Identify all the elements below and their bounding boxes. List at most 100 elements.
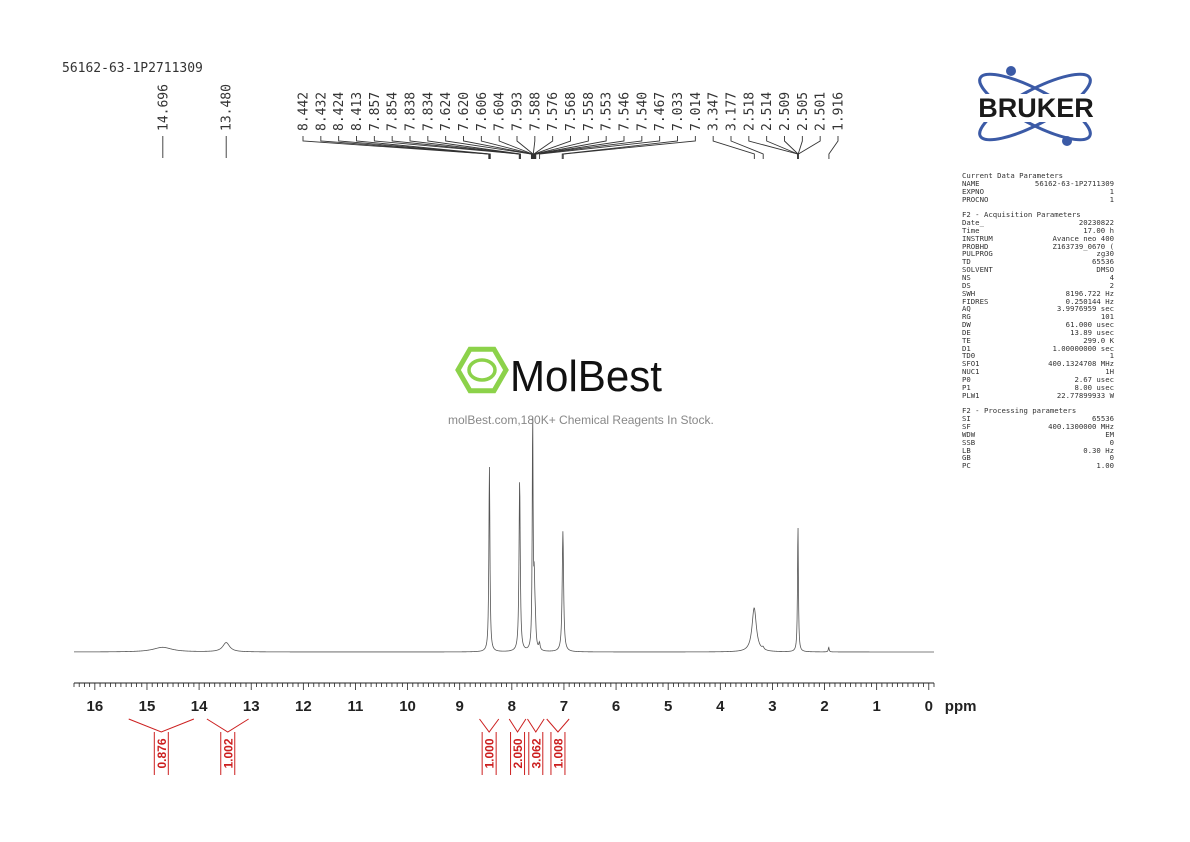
integral-value: 3.062 [529,738,543,768]
parameter-row: INSTRUM Avance neo 400 [962,233,1114,243]
parameter-row: PLW1 22.77899933 W [962,390,1114,400]
parameter-row: SFO1 400.1324708 MHz [962,359,1114,369]
parameter-row: PC 1.00 [962,461,1114,471]
integral-bracket [479,718,500,733]
peak-label: 7.834 [421,92,436,131]
x-axis-label: ppm [945,698,977,715]
peak-leader [748,136,798,159]
parameter-row: NAME 56162-63-1P2711309 [962,178,1114,188]
parameter-row: RG 101 [962,312,1114,322]
peak-labels: 14.696 13.480 8.442 8.432 8.424 8.413 7.857 7.8… [156,84,846,131]
peak-leader [338,136,491,159]
integral-value: 1.008 [551,738,565,768]
parameter-section-title: Current Data Parameters [962,171,1064,180]
peak-label: 7.604 [493,92,508,131]
tick-label: 11 [348,698,364,715]
peak-leader [784,136,799,159]
tick-label: 12 [295,698,312,715]
peak-label: 3.177 [725,92,740,131]
peak-label: 7.593 [511,92,526,131]
integral-bracket [128,718,195,733]
peak-label: 14.696 [156,84,171,131]
parameter-row: WDW EM [962,429,1114,439]
tick-label: 15 [139,698,156,715]
tick-label: 3 [768,698,776,715]
tick-label: 8 [508,698,516,715]
parameter-section-title: F2 - Processing parameters [962,406,1077,416]
tick-label: 9 [456,698,464,715]
peak-leader [535,136,643,159]
parameter-row: SSB 0 [962,437,1114,447]
peak-label: 8.432 [314,92,329,131]
tick-label: 14 [191,698,208,715]
parameter-row: PULPROG zg30 [962,249,1114,259]
parameter-row: DS 2 [962,280,1114,290]
parameter-row: DW 61.000 usec [962,320,1114,330]
integral-value: 0.876 [155,738,169,768]
peak-leader [730,136,764,159]
peak-label: 7.033 [671,92,686,131]
tick-label: 13 [243,698,260,715]
parameter-row: Time 17.00 h [962,225,1114,235]
integral-value: 1.000 [483,738,497,768]
parameter-row: SWH 8196.722 Hz [962,288,1114,298]
peak-leader [498,136,533,159]
peak-label: 2.501 [814,92,829,131]
tick-label: 10 [399,698,416,715]
peak-label: 7.540 [635,92,650,131]
peak-label: 8.413 [350,92,365,131]
integral-bracket [206,718,249,733]
integral-regions: 0.876 1.002 1.000 2.050 3.062 1.008 [128,718,570,775]
parameter-row: Date_ 20230822 [962,218,1114,228]
peak-label: 7.467 [653,92,668,131]
bruker-wordmark: BRUKER [978,93,1094,123]
peak-leader [533,136,554,159]
molbest-watermark: MolBest [455,346,662,401]
tick-label: 4 [716,698,725,715]
tick-label: 2 [820,698,828,715]
tick-label: 16 [87,698,104,715]
peak-label: 7.606 [475,92,490,131]
integral-bracket [527,718,545,733]
peak-leader-lines [162,136,839,159]
peak-label: 7.620 [457,92,472,131]
peak-leader [766,136,799,159]
peak-label: 7.854 [386,92,401,131]
parameter-row: PROCNO 1 [962,194,1114,204]
parameter-row: DE 13.89 usec [962,327,1114,337]
peak-label: 2.518 [742,92,757,131]
tick-label: 6 [612,698,620,715]
parameter-row: LB 0.30 Hz [962,445,1114,455]
spectrum-trace [74,418,934,653]
peak-label: 7.624 [439,92,454,131]
peak-label: 8.442 [297,92,312,131]
peak-label: 8.424 [332,92,347,131]
peak-label: 7.553 [600,92,615,131]
peak-leader [391,136,520,159]
integral-bracket [508,718,527,733]
parameter-row: PROBHD Z163739_0670 ( [962,241,1114,251]
parameter-row: SI 65536 [962,414,1114,424]
peak-leader [562,136,696,159]
parameter-row: D1 1.00000000 sec [962,343,1114,353]
parameter-row: NUC1 1H [962,367,1114,377]
peak-label: 7.576 [546,92,561,131]
parameter-row: FIDRES 0.250144 Hz [962,296,1114,306]
peak-label: 13.480 [220,84,235,131]
integral-bracket [546,718,570,733]
peak-label: 7.838 [404,92,419,131]
parameter-row: EXPNO 1 [962,186,1114,196]
peak-label: 7.014 [689,92,704,131]
integral-value: 1.002 [221,738,235,768]
parameter-row: SOLVENT DMSO [962,265,1114,275]
peak-leader [712,136,755,159]
peak-leader [356,136,491,159]
peak-label: 2.505 [796,92,811,131]
parameter-row: P1 8.00 usec [962,382,1114,392]
peak-label: 7.546 [618,92,633,131]
parameter-row: GB 0 [962,453,1114,463]
tick-label: 1 [872,698,880,715]
peak-leader [533,136,571,159]
peak-label: 1.916 [832,92,847,131]
